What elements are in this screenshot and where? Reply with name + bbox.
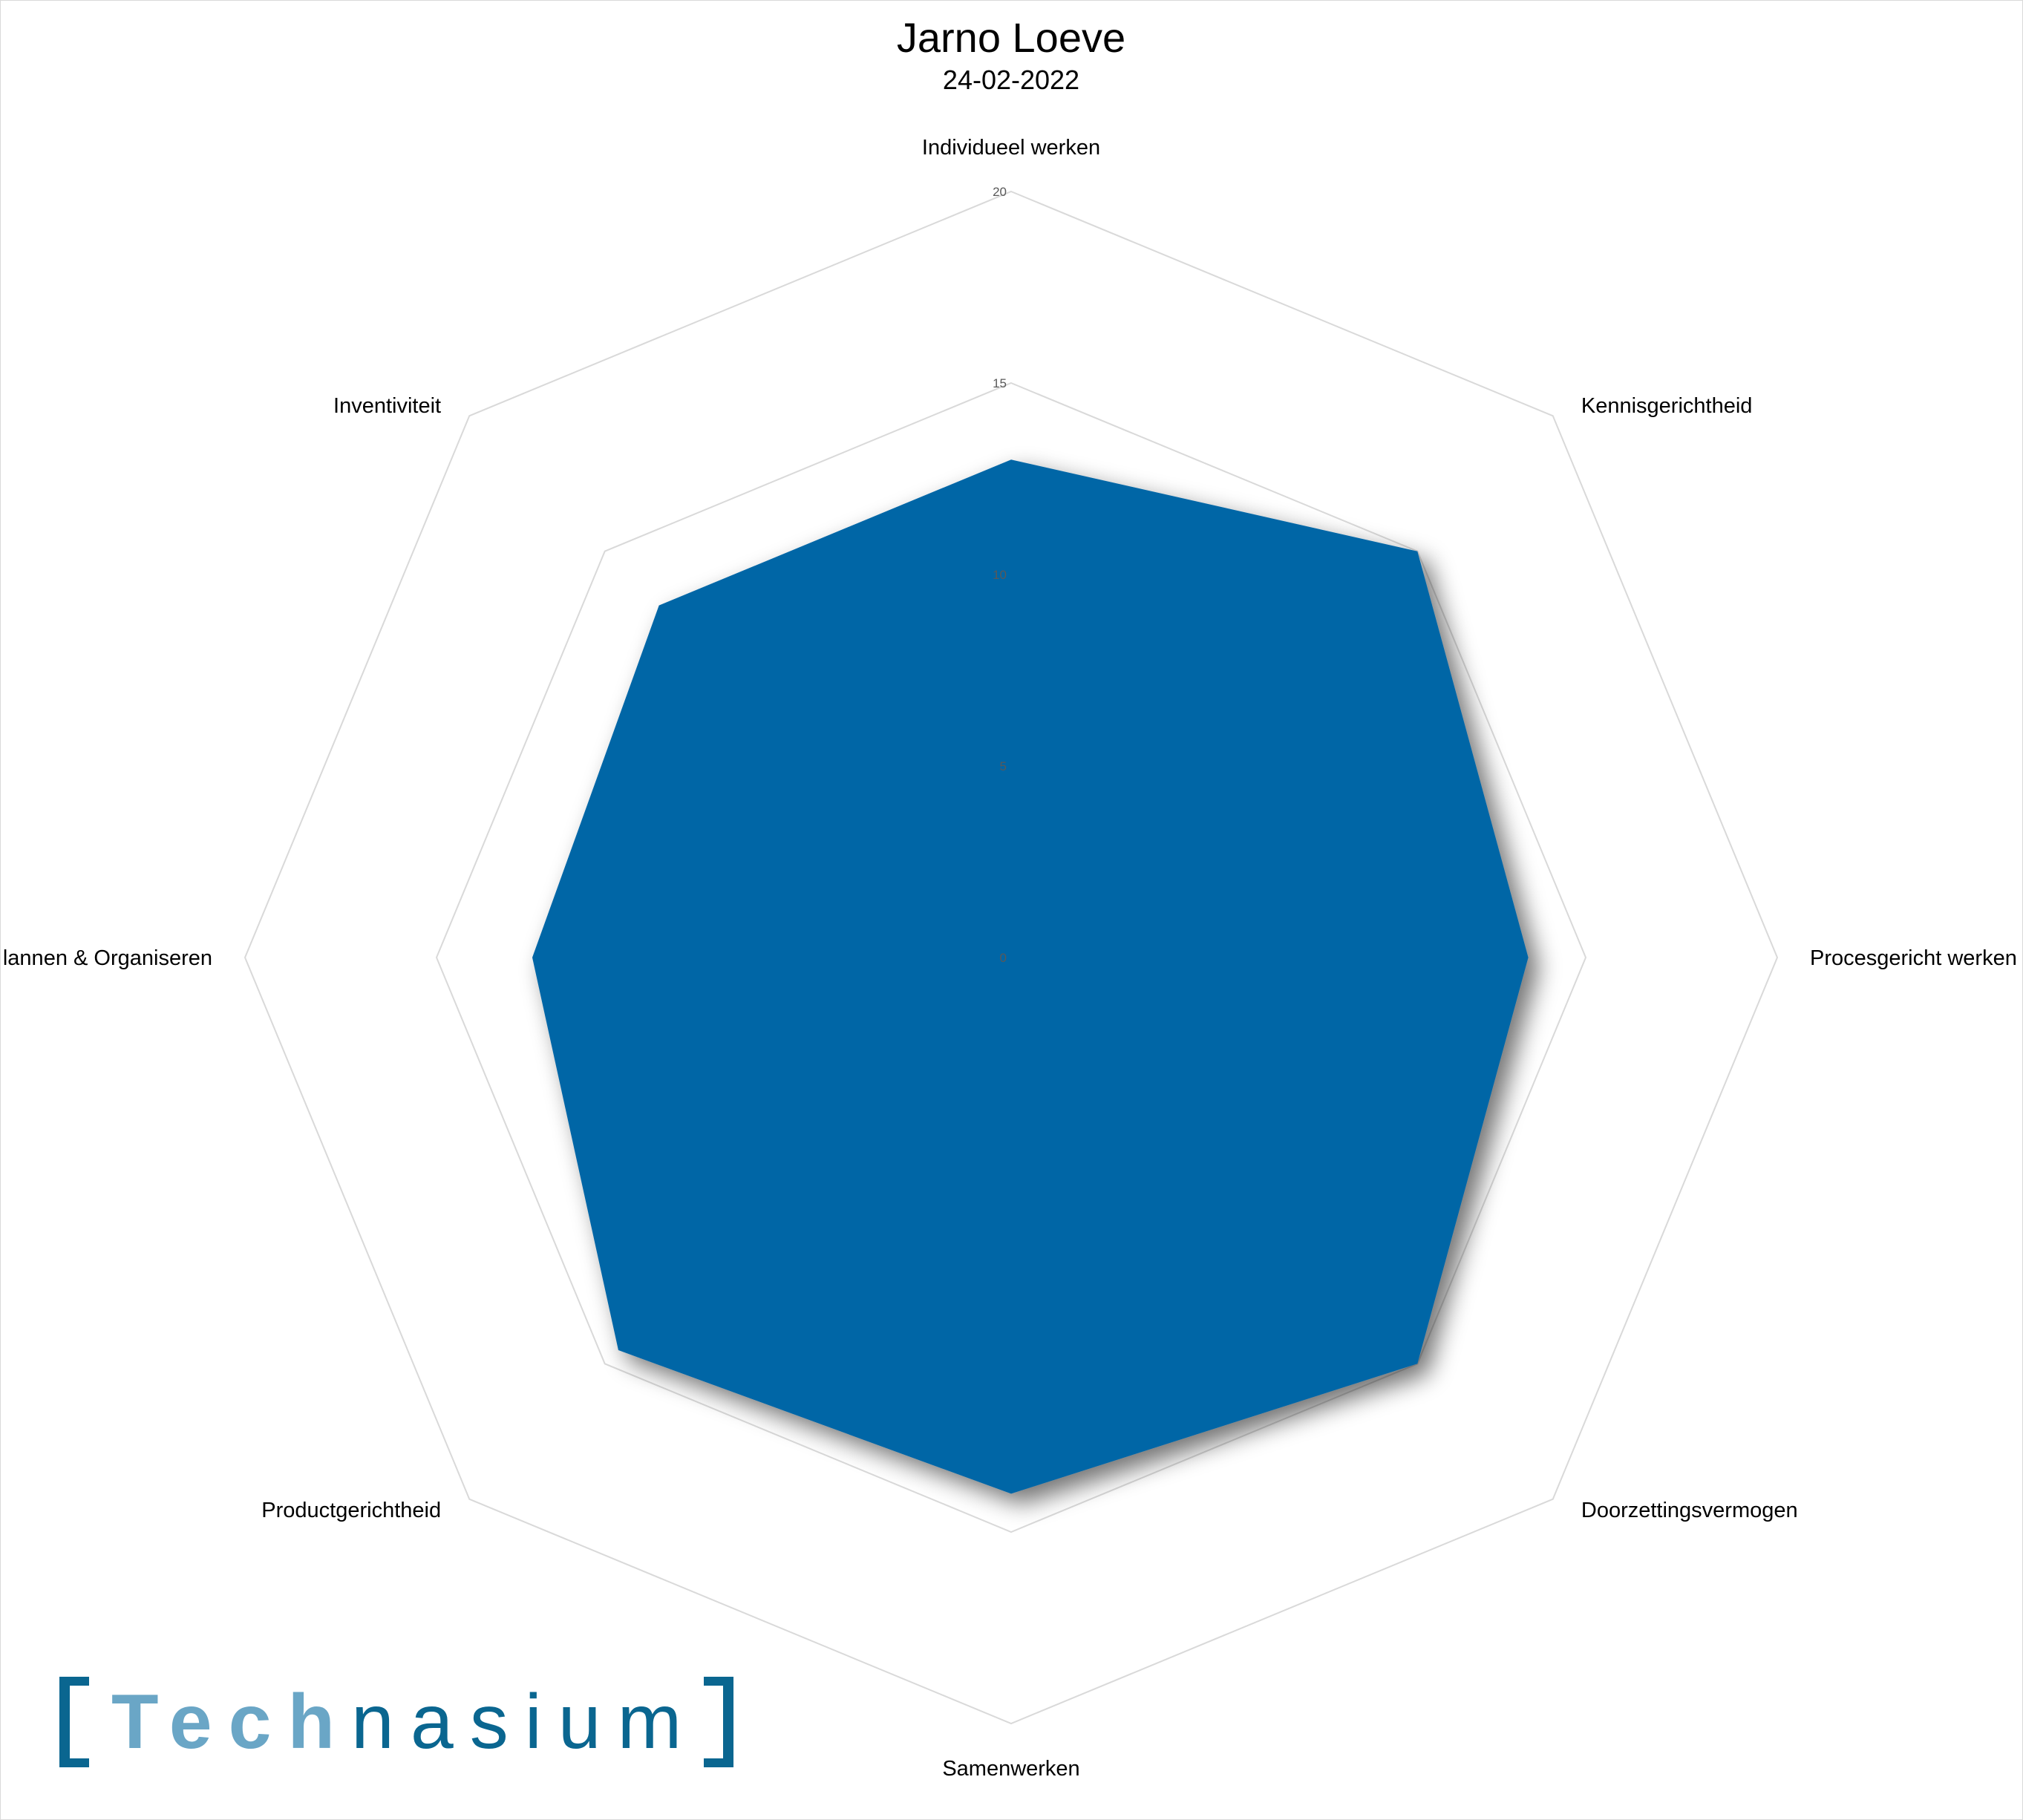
axis-label: Productgerichtheid [261, 1499, 441, 1522]
grid-ring-20 [244, 190, 1779, 1725]
axis-label: Doorzettingsvermogen [1581, 1499, 1798, 1522]
axis-label: Individueel werken [922, 136, 1100, 160]
axis-label: Procesgericht werken [1810, 946, 2017, 970]
radar-tick-labels: 0 5 10 15 20 [993, 185, 1007, 965]
chart-subtitle: 24-02-2022 [943, 65, 1079, 95]
radar-series [532, 459, 1529, 1494]
axis-label: Inventiviteit [333, 394, 441, 418]
technasium-logo: Tech nasium [59, 1674, 734, 1770]
chart-title: Jarno Loeve [897, 14, 1125, 61]
tick-label: 5 [1000, 759, 1007, 773]
axis-label: Kennisgerichtheid [1581, 394, 1753, 418]
axis-label: Samenwerken [942, 1757, 1079, 1781]
logo-text-nasium: nasium [351, 1679, 699, 1765]
logo-right-bracket [701, 1677, 734, 1767]
tick-label: 0 [1000, 951, 1007, 965]
logo-left-bracket [59, 1677, 92, 1767]
tick-label: 20 [993, 185, 1007, 199]
axis-label: lannen & Organiseren [3, 946, 212, 970]
radar-axis-labels: Individueel werken Kennisgerichtheid Proce… [3, 136, 2017, 1781]
tick-label: 10 [993, 568, 1007, 582]
series-area-0 [532, 459, 1529, 1494]
tick-label: 15 [993, 376, 1007, 390]
logo-text-tech: Tech [111, 1679, 352, 1765]
grid-ring-15 [435, 382, 1587, 1533]
